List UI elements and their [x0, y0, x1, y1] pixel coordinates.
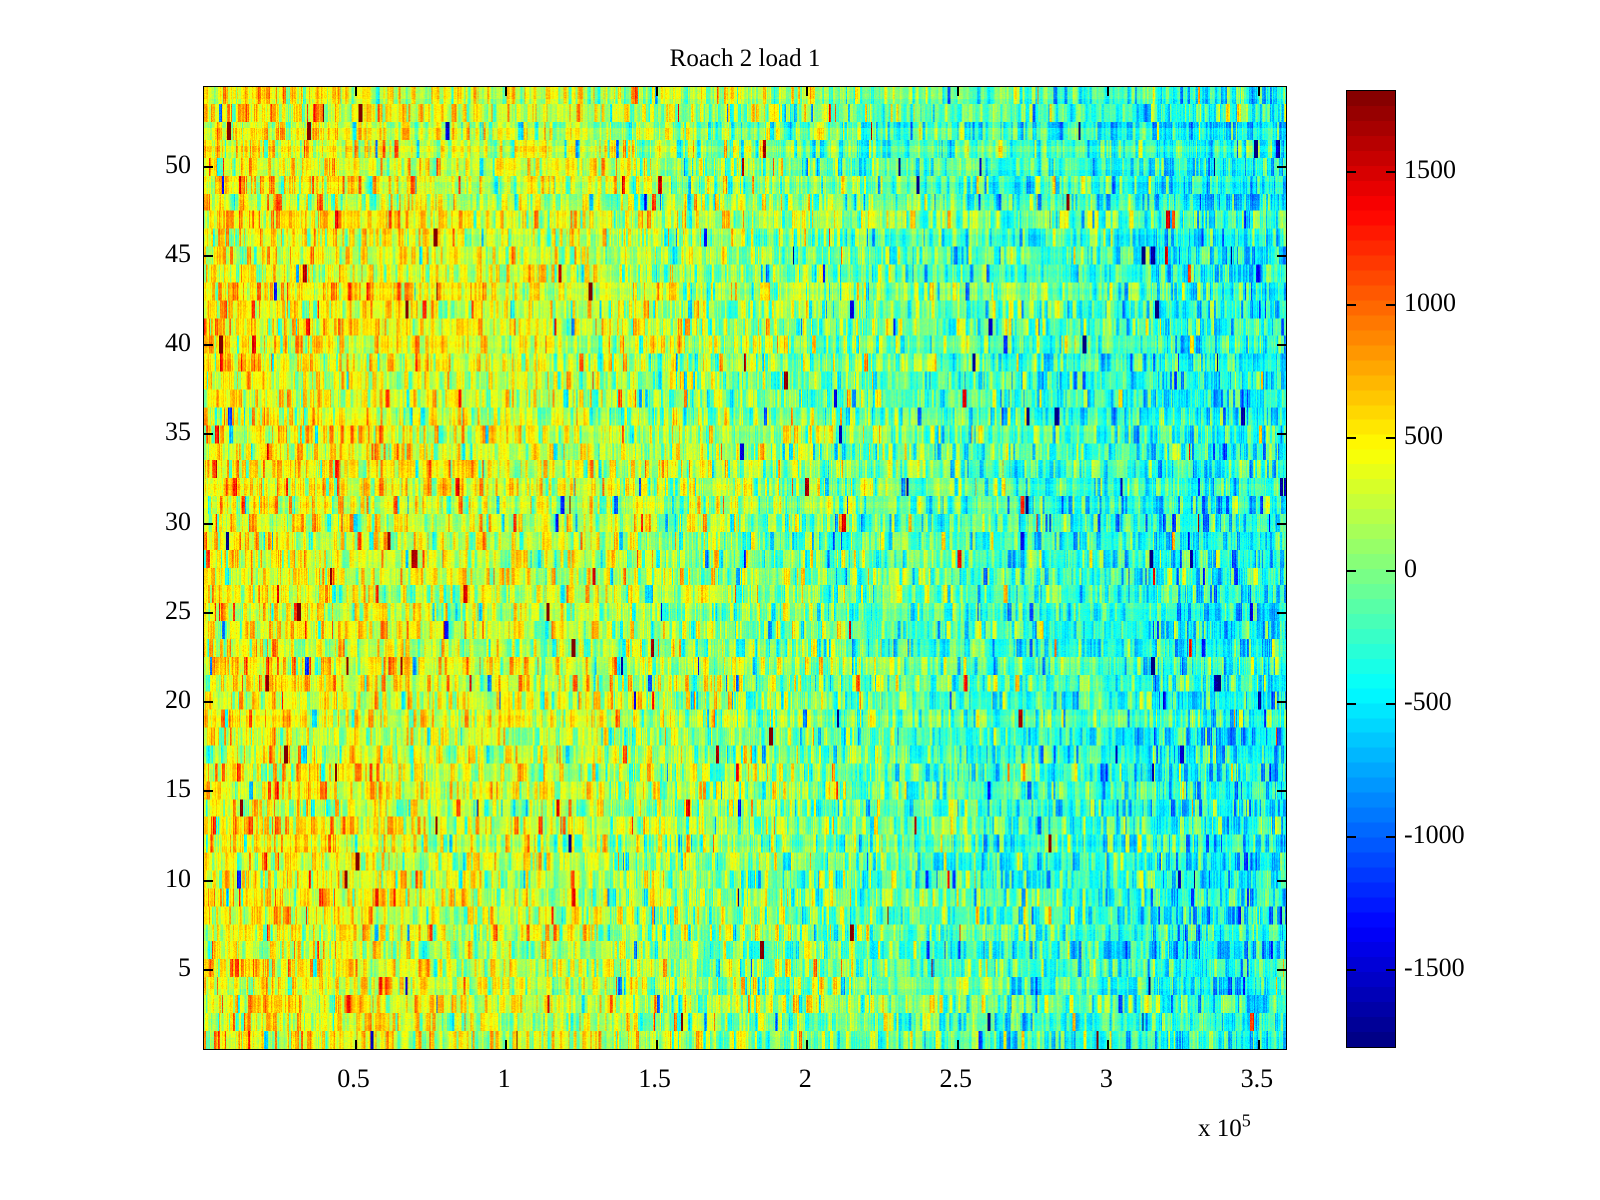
colorbar-tick-right	[1386, 303, 1395, 306]
x-axis-tick-top	[655, 87, 658, 96]
colorbar-tick-label: 500	[1404, 420, 1443, 450]
colorbar-tick	[1347, 170, 1356, 173]
colorbar-tick-right	[1386, 570, 1395, 572]
y-axis-tick	[204, 165, 213, 168]
x-exponent-base: x 10	[1198, 1115, 1242, 1142]
x-axis-tick	[806, 1040, 809, 1049]
heatmap-axes[interactable]	[203, 86, 1287, 1050]
y-axis-tick-right	[1277, 254, 1286, 257]
y-axis-tick-label: 40	[165, 328, 191, 358]
x-axis-tick-label: 1	[497, 1064, 511, 1093]
x-axis-tick-label: 3.5	[1240, 1064, 1274, 1093]
x-axis-tick-top	[956, 87, 959, 96]
y-axis-tick-right	[1277, 165, 1286, 168]
colorbar-tick-right	[1386, 170, 1395, 173]
page-title: Roach 2 load 1	[669, 45, 821, 72]
colorbar-tick	[1347, 303, 1356, 306]
y-axis-tick	[204, 344, 213, 347]
y-axis-tick	[204, 522, 213, 525]
x-axis-tick-label: 0.5	[337, 1064, 370, 1093]
colorbar-tick-label: 1000	[1404, 287, 1456, 317]
y-axis-tick-label: 25	[165, 595, 191, 625]
x-axis-tick-label: 1.5	[638, 1064, 671, 1093]
colorbar-tick	[1347, 703, 1356, 706]
y-axis-tick	[204, 701, 213, 704]
colorbar-tick	[1347, 836, 1356, 839]
x-axis-tick	[505, 1040, 508, 1049]
x-axis-tick	[1107, 1040, 1110, 1049]
y-axis-tick-label: 20	[165, 685, 191, 715]
x-axis-tick-label: 3	[1099, 1064, 1113, 1093]
y-axis-tick-right	[1277, 790, 1286, 793]
x-axis-tick	[354, 1040, 357, 1049]
y-axis-tick	[204, 611, 213, 614]
colorbar-tick-right	[1386, 969, 1395, 972]
x-axis-tick-top	[1257, 87, 1260, 96]
colorbar-tick-label: 1500	[1404, 154, 1456, 184]
y-axis-tick-right	[1277, 879, 1286, 882]
heatmap-image	[204, 87, 1286, 1049]
x-axis-tick-top	[806, 87, 809, 96]
y-axis-tick-right	[1277, 433, 1286, 436]
colorbar-tick	[1347, 969, 1356, 972]
y-axis-tick-label: 35	[165, 417, 191, 447]
colorbar-tick-label: -1000	[1404, 820, 1465, 850]
y-axis-tick-right	[1277, 344, 1286, 347]
x-axis-tick	[1257, 1040, 1260, 1049]
colorbar-tick-right	[1386, 703, 1395, 706]
colorbar-gradient	[1347, 91, 1395, 1047]
y-axis-tick-right	[1277, 611, 1286, 614]
y-axis-tick	[204, 433, 213, 436]
y-axis-tick-label: 15	[165, 774, 191, 804]
colorbar-tick-label: 0	[1404, 554, 1417, 583]
colorbar-tick	[1347, 436, 1356, 439]
x-axis-tick-top	[354, 87, 357, 96]
y-axis-tick	[204, 879, 213, 882]
colorbar-tick-right	[1386, 836, 1395, 839]
x-axis-tick-label: 2	[798, 1064, 812, 1093]
x-axis-tick	[956, 1040, 959, 1049]
x-exponent-power: 5	[1241, 1110, 1251, 1131]
colorbar-tick-label: -500	[1404, 687, 1452, 717]
y-axis-tick-label: 45	[165, 238, 191, 268]
y-axis-tick-label: 30	[165, 506, 191, 536]
y-axis-tick-label: 10	[165, 863, 191, 893]
y-axis-tick	[204, 968, 213, 971]
y-axis-tick-right	[1277, 968, 1286, 971]
y-axis-tick-right	[1277, 701, 1286, 704]
x-axis-exponent-label: x 105	[1198, 1112, 1251, 1143]
y-axis-tick	[204, 790, 213, 793]
colorbar-tick	[1347, 570, 1356, 572]
x-axis-tick	[655, 1040, 658, 1049]
colorbar-tick-label: -1500	[1404, 953, 1465, 983]
y-axis-tick	[204, 254, 213, 257]
y-axis-tick-label: 5	[178, 952, 191, 982]
y-axis-tick-label: 50	[165, 149, 191, 179]
y-axis-tick-right	[1277, 522, 1286, 525]
x-axis-tick-top	[505, 87, 508, 96]
colorbar-tick-right	[1386, 436, 1395, 439]
x-axis-tick-label: 2.5	[939, 1064, 973, 1093]
colorbar[interactable]	[1346, 90, 1396, 1048]
x-axis-tick-top	[1107, 87, 1110, 96]
